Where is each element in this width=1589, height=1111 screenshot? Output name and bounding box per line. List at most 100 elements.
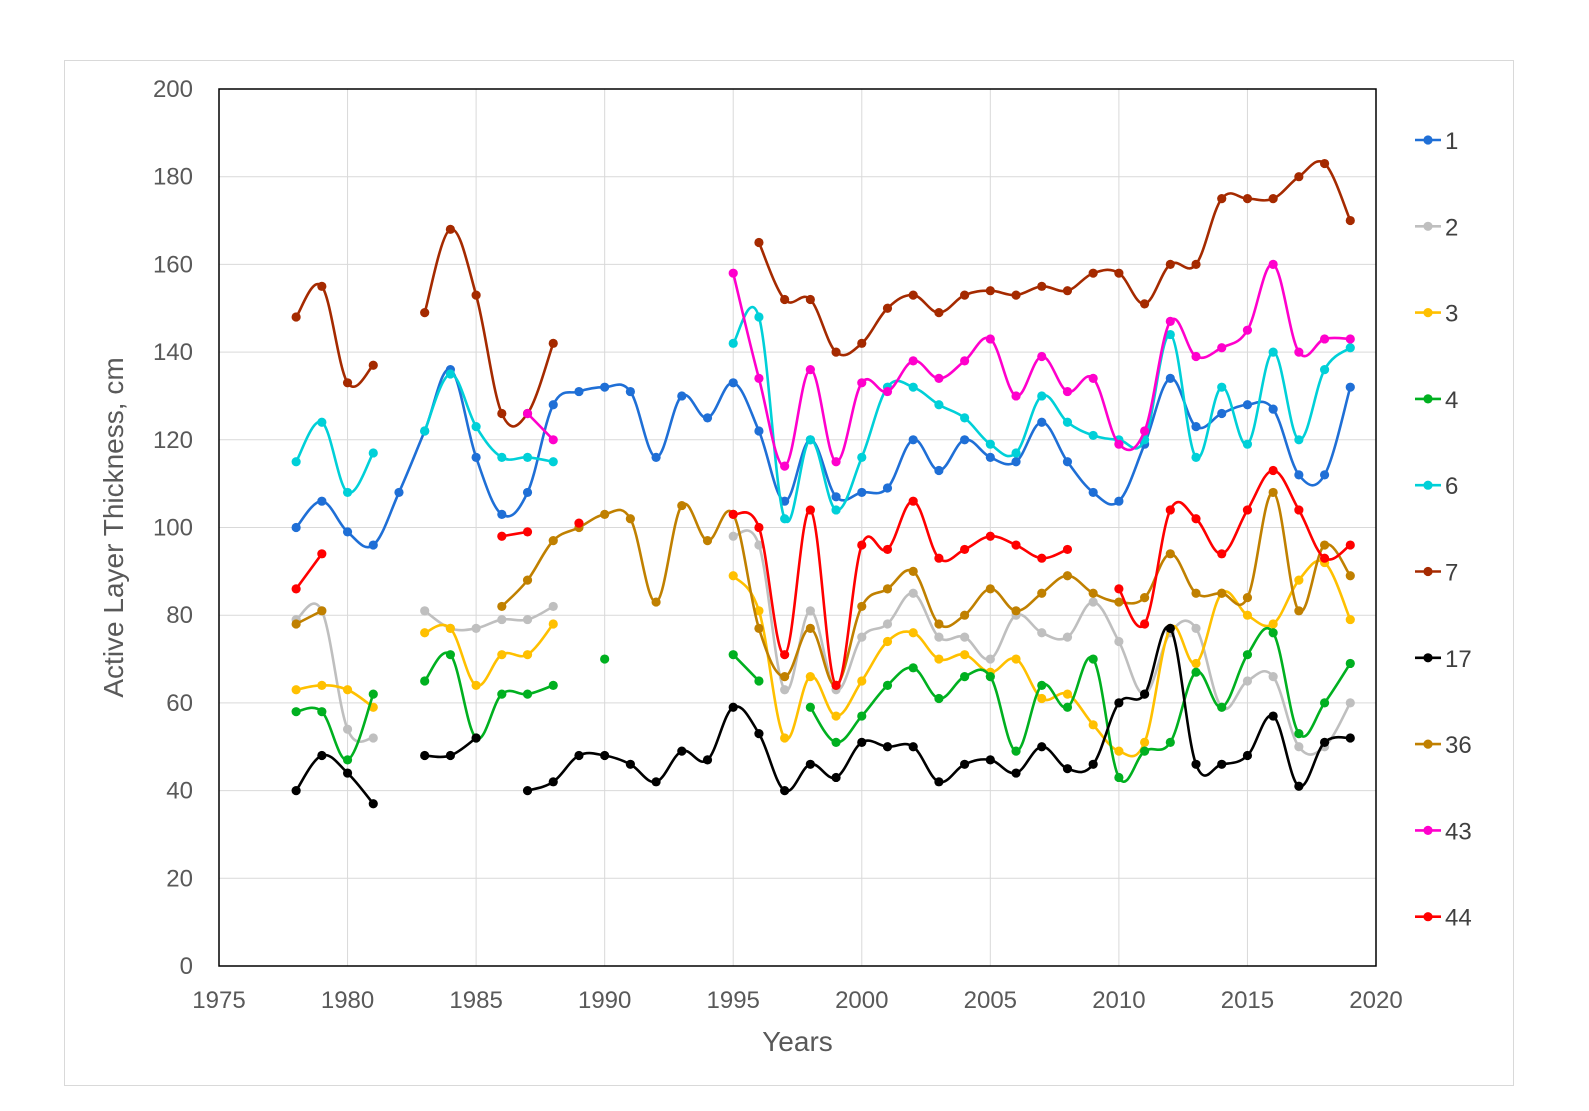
series-17: [291, 623, 1355, 809]
data-point: [291, 786, 301, 796]
data-point: [934, 619, 944, 629]
data-point: [1319, 334, 1330, 344]
data-point: [780, 733, 790, 743]
data-point: [1345, 698, 1355, 708]
data-point: [522, 527, 533, 537]
data-point: [857, 338, 867, 348]
y-tick-label: 140: [153, 339, 193, 366]
legend-item: 4: [1415, 387, 1458, 414]
data-point: [1037, 281, 1047, 291]
data-point: [1011, 391, 1021, 401]
data-point: [368, 689, 378, 699]
y-tick-label: 80: [166, 602, 193, 629]
legend-marker: [1423, 739, 1433, 749]
data-point: [985, 439, 995, 449]
data-point: [1011, 540, 1021, 550]
data-point: [1037, 680, 1047, 690]
data-point: [497, 452, 507, 462]
data-point: [497, 650, 507, 660]
data-point: [1191, 623, 1201, 633]
data-point: [1242, 194, 1253, 204]
chart-frame: 1975 1980 1985 1990 1995 2000 2005 2010 2015 2020…: [64, 60, 1514, 1086]
data-point: [1088, 759, 1098, 769]
data-point: [1088, 720, 1098, 730]
series-line: [295, 282, 375, 388]
legend-item: 43: [1415, 818, 1472, 845]
legend-marker: [1423, 308, 1433, 318]
data-point: [805, 759, 815, 769]
data-point: [780, 671, 790, 682]
y-tick-label: 180: [153, 164, 193, 191]
data-point: [1088, 268, 1098, 278]
data-point: [1088, 373, 1098, 384]
series-line: [423, 651, 554, 740]
data-point: [1011, 746, 1021, 756]
data-point: [420, 308, 430, 318]
data-point: [291, 457, 301, 467]
data-point: [985, 531, 995, 541]
data-point: [985, 452, 995, 462]
data-point: [1191, 259, 1201, 269]
x-tick-label: 2020: [1349, 987, 1402, 1014]
legend-marker: [1423, 653, 1433, 663]
data-point: [600, 382, 610, 392]
series-line: [295, 693, 375, 762]
data-point: [780, 786, 790, 796]
data-point: [677, 500, 687, 511]
plot-area: [218, 88, 1377, 967]
series-line: [423, 372, 554, 464]
series-line: [809, 626, 1352, 783]
data-point: [342, 685, 353, 695]
data-point: [1011, 654, 1021, 664]
data-point: [805, 365, 815, 375]
data-point: [1114, 746, 1124, 756]
data-point: [934, 400, 944, 410]
data-point: [805, 702, 815, 712]
series-line: [295, 602, 374, 743]
data-point: [831, 457, 841, 467]
legend-marker: [1423, 480, 1433, 490]
data-point: [1345, 571, 1355, 581]
data-point: [291, 312, 301, 322]
legend-item: 7: [1415, 560, 1458, 587]
data-point: [934, 373, 944, 384]
data-point: [1345, 658, 1355, 669]
data-point: [342, 724, 353, 734]
data-point: [934, 632, 944, 642]
data-point: [1345, 215, 1355, 226]
data-point: [1037, 693, 1047, 704]
data-point: [882, 303, 893, 313]
data-point: [1140, 737, 1150, 747]
data-point: [1217, 702, 1227, 712]
series-layer: [291, 158, 1355, 809]
data-point: [831, 492, 841, 502]
data-point: [1294, 172, 1304, 182]
y-tick-label: 20: [166, 865, 193, 892]
data-point: [445, 650, 455, 660]
data-point: [857, 711, 867, 721]
data-point: [985, 286, 995, 296]
data-point: [625, 759, 635, 769]
data-point: [934, 553, 944, 563]
data-point: [291, 685, 301, 695]
data-point: [651, 452, 661, 462]
data-point: [780, 685, 790, 695]
data-point: [1217, 343, 1227, 353]
data-point: [754, 540, 764, 550]
data-point: [1165, 505, 1175, 515]
data-point: [625, 386, 635, 397]
data-point: [522, 487, 533, 498]
data-point: [882, 636, 893, 647]
data-point: [1140, 746, 1150, 756]
data-point: [960, 356, 970, 366]
data-point: [445, 623, 455, 633]
x-tick-label: 2005: [964, 987, 1017, 1014]
data-point: [857, 378, 867, 388]
data-point: [1345, 733, 1355, 743]
x-tick-label: 1975: [192, 987, 245, 1014]
data-point: [1114, 584, 1124, 594]
data-point: [754, 676, 764, 686]
data-point: [445, 750, 455, 761]
data-point: [1345, 343, 1355, 353]
legend-label: 43: [1445, 818, 1472, 845]
